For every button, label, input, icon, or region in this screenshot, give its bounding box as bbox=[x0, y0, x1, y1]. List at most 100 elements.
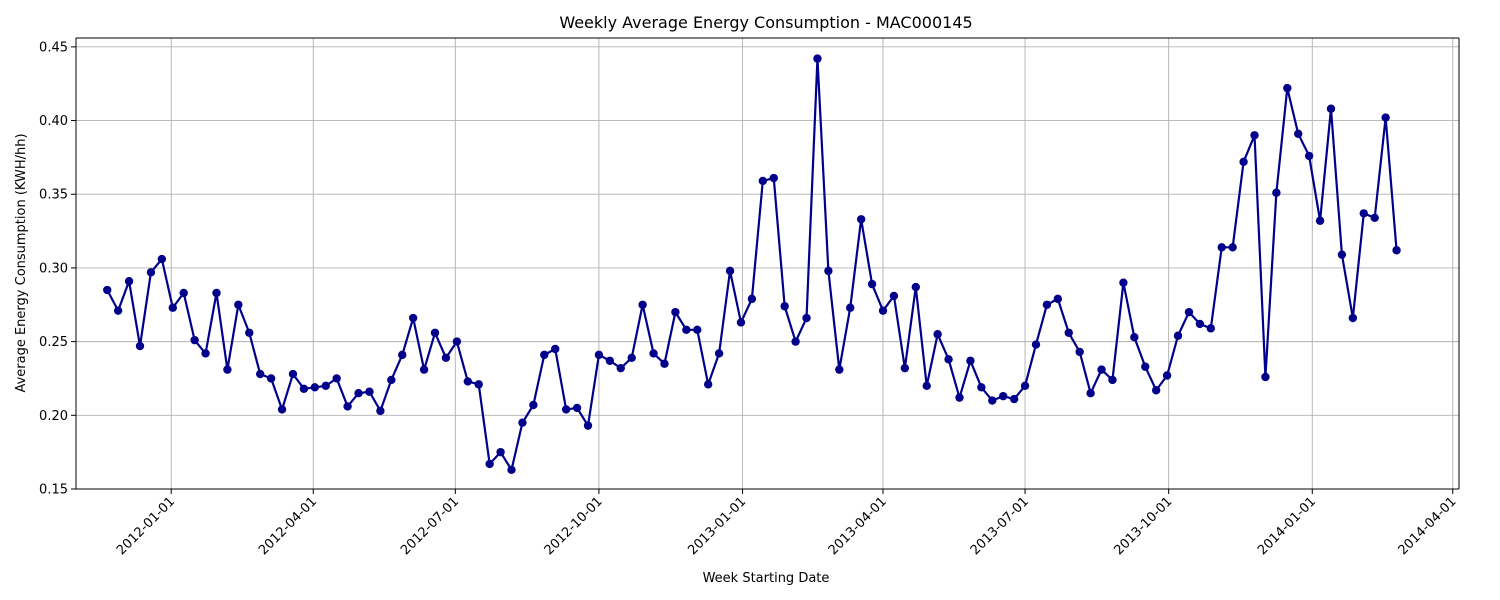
data-point bbox=[583, 421, 593, 430]
data-point bbox=[430, 328, 440, 337]
data-point bbox=[769, 173, 778, 183]
data-point bbox=[616, 363, 625, 373]
data-point bbox=[1064, 328, 1073, 337]
data-point bbox=[780, 302, 789, 311]
data-point bbox=[802, 313, 811, 323]
data-point bbox=[736, 318, 746, 327]
data-point bbox=[223, 365, 232, 374]
y-tick-label: 0.20 bbox=[39, 409, 68, 424]
data-point bbox=[693, 325, 702, 335]
data-point bbox=[605, 356, 615, 365]
data-point bbox=[354, 389, 363, 398]
data-point bbox=[999, 391, 1008, 401]
x-axis-label: Week Starting Date bbox=[703, 571, 830, 586]
data-point bbox=[1020, 381, 1030, 391]
labels-layer: Weekly Average Energy Consumption - MAC0… bbox=[14, 13, 973, 586]
data-point bbox=[201, 349, 210, 358]
data-point bbox=[255, 369, 265, 379]
x-tick-label: 2013-04-01 bbox=[826, 494, 890, 558]
data-point bbox=[529, 400, 538, 410]
data-point bbox=[266, 374, 276, 383]
data-point bbox=[551, 344, 560, 354]
data-point bbox=[376, 406, 385, 416]
data-point bbox=[1184, 307, 1194, 317]
data-point bbox=[168, 303, 177, 312]
data-point bbox=[1239, 157, 1248, 166]
data-point bbox=[234, 300, 243, 309]
data-point bbox=[594, 350, 604, 360]
data-point bbox=[1337, 250, 1347, 259]
data-point bbox=[245, 328, 254, 337]
data-point bbox=[321, 381, 330, 391]
data-point bbox=[846, 303, 855, 312]
data-layer bbox=[103, 54, 1401, 475]
data-point bbox=[813, 54, 822, 63]
data-point bbox=[1053, 294, 1063, 304]
data-point bbox=[944, 355, 953, 364]
data-point bbox=[1097, 365, 1106, 374]
data-point bbox=[1031, 340, 1041, 349]
data-point bbox=[725, 266, 735, 276]
data-point bbox=[1370, 213, 1379, 223]
data-point bbox=[1009, 394, 1019, 404]
data-point bbox=[1042, 300, 1052, 309]
y-tick-label: 0.25 bbox=[39, 335, 68, 350]
data-point bbox=[966, 356, 975, 365]
data-point bbox=[135, 341, 145, 351]
data-point bbox=[561, 405, 571, 414]
data-point bbox=[124, 276, 134, 286]
chart-title: Weekly Average Energy Consumption - MAC0… bbox=[559, 13, 972, 32]
data-point bbox=[1217, 243, 1226, 252]
data-point bbox=[1381, 113, 1390, 122]
data-point bbox=[638, 300, 647, 309]
y-tick-label: 0.30 bbox=[39, 261, 68, 276]
data-point bbox=[365, 387, 374, 396]
data-point bbox=[1294, 129, 1303, 138]
data-point bbox=[441, 353, 451, 363]
data-point bbox=[343, 402, 352, 411]
data-point bbox=[747, 294, 757, 304]
data-point bbox=[299, 384, 309, 393]
data-point bbox=[660, 359, 669, 368]
data-point bbox=[714, 349, 724, 358]
data-point bbox=[1261, 372, 1270, 382]
data-point bbox=[824, 266, 833, 276]
data-point bbox=[452, 337, 462, 346]
data-point bbox=[900, 363, 910, 373]
data-point bbox=[1392, 246, 1401, 255]
y-tick-label: 0.45 bbox=[39, 40, 68, 55]
data-point bbox=[1119, 278, 1128, 287]
data-point bbox=[682, 325, 691, 335]
data-point bbox=[911, 282, 920, 292]
data-point bbox=[1283, 83, 1292, 93]
x-tick-label: 2012-07-01 bbox=[398, 494, 462, 558]
grid-layer bbox=[76, 38, 1459, 490]
data-point bbox=[1173, 331, 1183, 340]
data-point bbox=[485, 459, 494, 469]
data-point bbox=[1141, 362, 1150, 371]
data-point bbox=[649, 349, 658, 358]
data-point bbox=[791, 337, 800, 346]
data-point bbox=[146, 268, 156, 277]
data-point bbox=[387, 375, 396, 385]
data-point bbox=[518, 418, 527, 427]
y-axis-label: Average Energy Consumption (KWH/hh) bbox=[14, 133, 29, 392]
data-point bbox=[1228, 243, 1237, 252]
data-point bbox=[988, 396, 997, 405]
data-point bbox=[933, 330, 942, 339]
data-point bbox=[179, 288, 188, 298]
data-point bbox=[1130, 332, 1139, 342]
data-point bbox=[955, 393, 964, 402]
data-point bbox=[212, 288, 221, 298]
data-point bbox=[157, 254, 167, 264]
data-point bbox=[103, 285, 112, 295]
data-point bbox=[922, 381, 931, 391]
data-point bbox=[332, 374, 341, 383]
data-point bbox=[113, 306, 123, 315]
data-point bbox=[627, 353, 636, 363]
data-point bbox=[1086, 389, 1095, 398]
data-point bbox=[1315, 216, 1325, 225]
x-tick-label: 2013-10-01 bbox=[1111, 494, 1175, 558]
data-point bbox=[867, 279, 877, 289]
